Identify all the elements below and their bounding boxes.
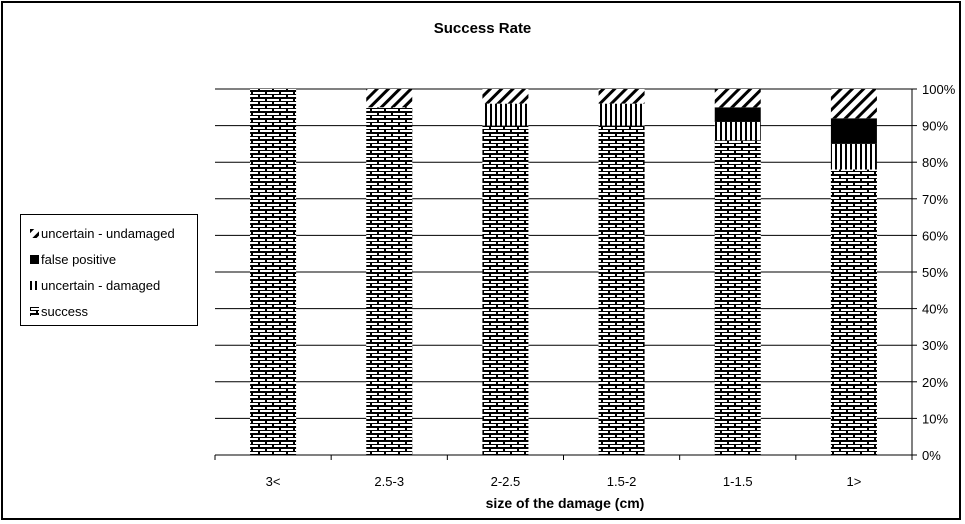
bar-segment-uncertain-undamaged bbox=[482, 89, 529, 104]
x-tick-label: 3< bbox=[266, 474, 281, 489]
x-tick-label: 2-2.5 bbox=[491, 474, 521, 489]
legend-label: uncertain - damaged bbox=[41, 277, 161, 293]
y-tick-label: 90% bbox=[922, 119, 948, 134]
chart-title: Success Rate bbox=[433, 20, 532, 37]
legend-swatch bbox=[30, 280, 39, 290]
axes: 0% 10% 20% 30% 40% 50% 60% 70% 80% 90% 100% 3< 2.5-3… bbox=[214, 82, 956, 489]
y-tick-label: 100% bbox=[922, 82, 956, 97]
x-tick-label: 2.5-3 bbox=[374, 474, 404, 489]
bars bbox=[250, 89, 877, 456]
legend-item: uncertain - undamaged bbox=[21, 220, 197, 246]
x-tick-label: 1-1.5 bbox=[723, 474, 753, 489]
legend-swatch bbox=[30, 306, 39, 316]
bar-segment-success bbox=[714, 140, 761, 456]
bar-segment-success bbox=[482, 125, 529, 455]
bar-segment-success bbox=[830, 169, 877, 455]
bar-segment-success bbox=[366, 107, 413, 456]
bar-segment-uncertain-undamaged bbox=[598, 89, 645, 104]
legend-label: false positive bbox=[41, 251, 117, 267]
y-tick-label: 80% bbox=[922, 155, 948, 170]
legend-item: false positive bbox=[21, 246, 197, 272]
gridlines bbox=[215, 88, 912, 419]
y-tick-label: 40% bbox=[922, 302, 948, 317]
bar-segment-false-positive bbox=[830, 118, 877, 144]
bar-segment-uncertain-damaged bbox=[830, 143, 877, 170]
y-tick-label: 50% bbox=[922, 265, 948, 280]
bar-segment-uncertain-undamaged bbox=[714, 89, 761, 108]
legend-item: success bbox=[21, 298, 197, 324]
legend: uncertain - undamaged false positive uncer… bbox=[20, 214, 198, 326]
legend-label: uncertain - undamaged bbox=[41, 225, 175, 241]
y-tick-label: 20% bbox=[922, 375, 948, 390]
bar-segment-success bbox=[598, 125, 645, 455]
x-axis-title: size of the damage (cm) bbox=[485, 495, 645, 511]
y-tick-label: 60% bbox=[922, 228, 948, 243]
legend-label: success bbox=[41, 303, 88, 319]
y-tick-label: 70% bbox=[922, 192, 948, 207]
x-tick-label: 1> bbox=[847, 474, 862, 489]
legend-swatch bbox=[30, 254, 39, 264]
y-tick-label: 10% bbox=[922, 411, 948, 426]
bar-segment-success bbox=[250, 89, 297, 455]
bar-segment-false-positive bbox=[714, 107, 761, 122]
x-tick-label: 1.5-2 bbox=[607, 474, 637, 489]
bar-segment-uncertain-damaged bbox=[598, 103, 645, 126]
y-tick-label: 0% bbox=[922, 448, 941, 463]
bar-segment-uncertain-damaged bbox=[714, 121, 761, 141]
bar-segment-uncertain-undamaged bbox=[366, 89, 413, 108]
bar-segment-uncertain-undamaged bbox=[830, 89, 877, 119]
bar-segment-uncertain-damaged bbox=[482, 103, 529, 126]
legend-item: uncertain - damaged bbox=[21, 272, 197, 298]
y-tick-label: 30% bbox=[922, 338, 948, 353]
legend-swatch bbox=[30, 228, 39, 238]
